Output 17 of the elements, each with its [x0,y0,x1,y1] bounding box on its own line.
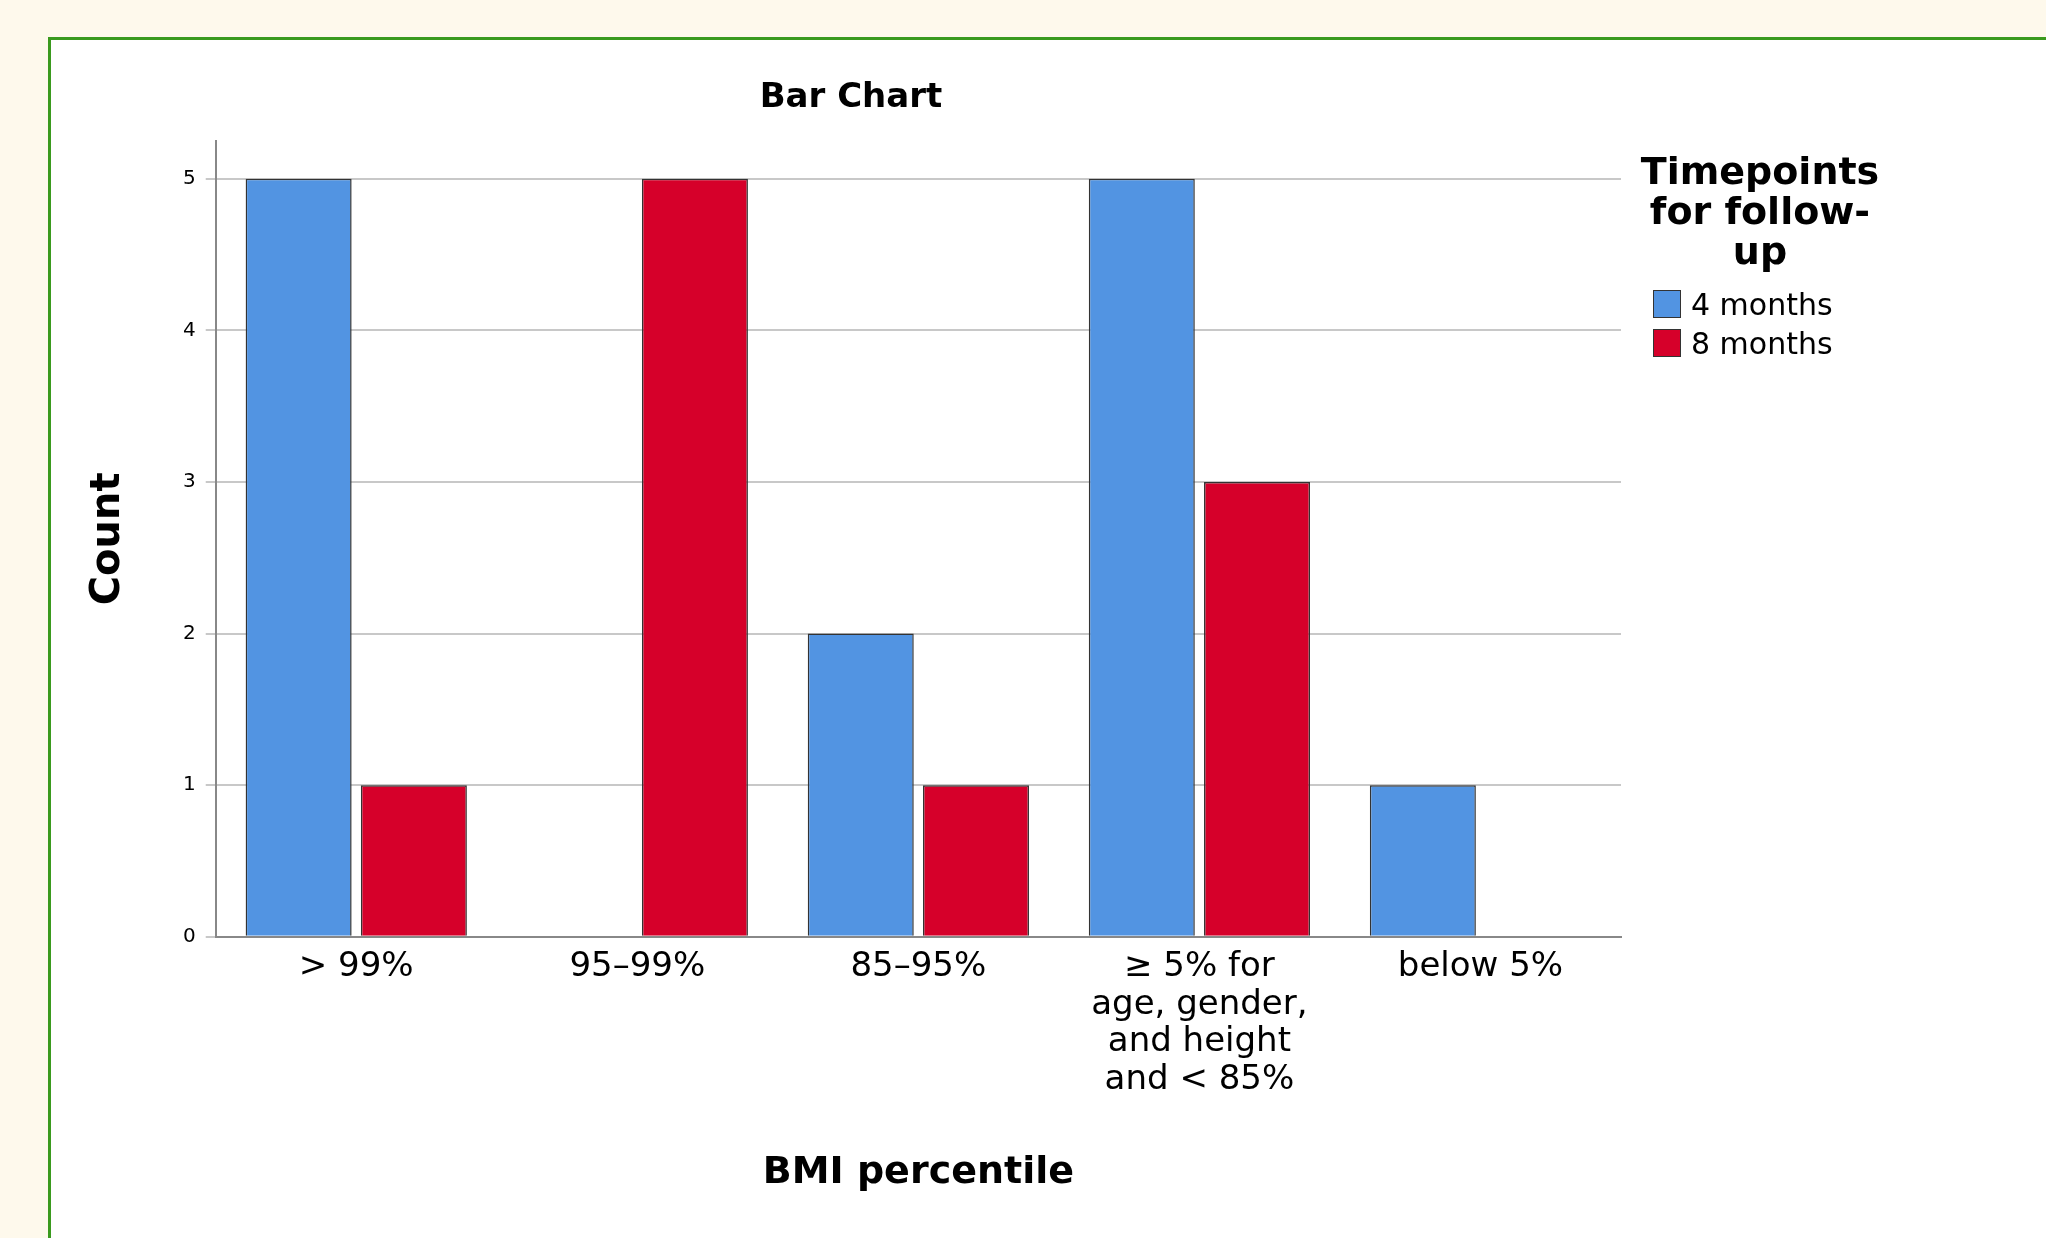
x-tick-label: ≥ 5% for age, gender, and height and < 85% [1091,944,1308,1097]
legend-label: 4 months [1691,286,1833,322]
y-tick-label: 2 [182,619,196,644]
x-tick-label: below 5% [1397,944,1564,985]
y-tick-label: 1 [182,771,196,796]
legend-label: 8 months [1691,325,1833,361]
x-axis-title: BMI percentile [762,1148,1074,1193]
chart-title: Bar Chart [759,75,943,116]
y-tick-label: 3 [182,468,196,493]
x-tick-label: > 99% [298,944,414,985]
x-tick-label: 95–99% [569,944,706,985]
legend-title: Timepoints for follow-up [1639,148,1881,273]
y-tick-label: 0 [182,923,196,947]
y-axis-title: Count [82,472,129,606]
y-tick-label: 5 [182,164,196,189]
y-tick-label: 4 [182,316,196,341]
x-tick-label: 85–95% [850,944,987,985]
